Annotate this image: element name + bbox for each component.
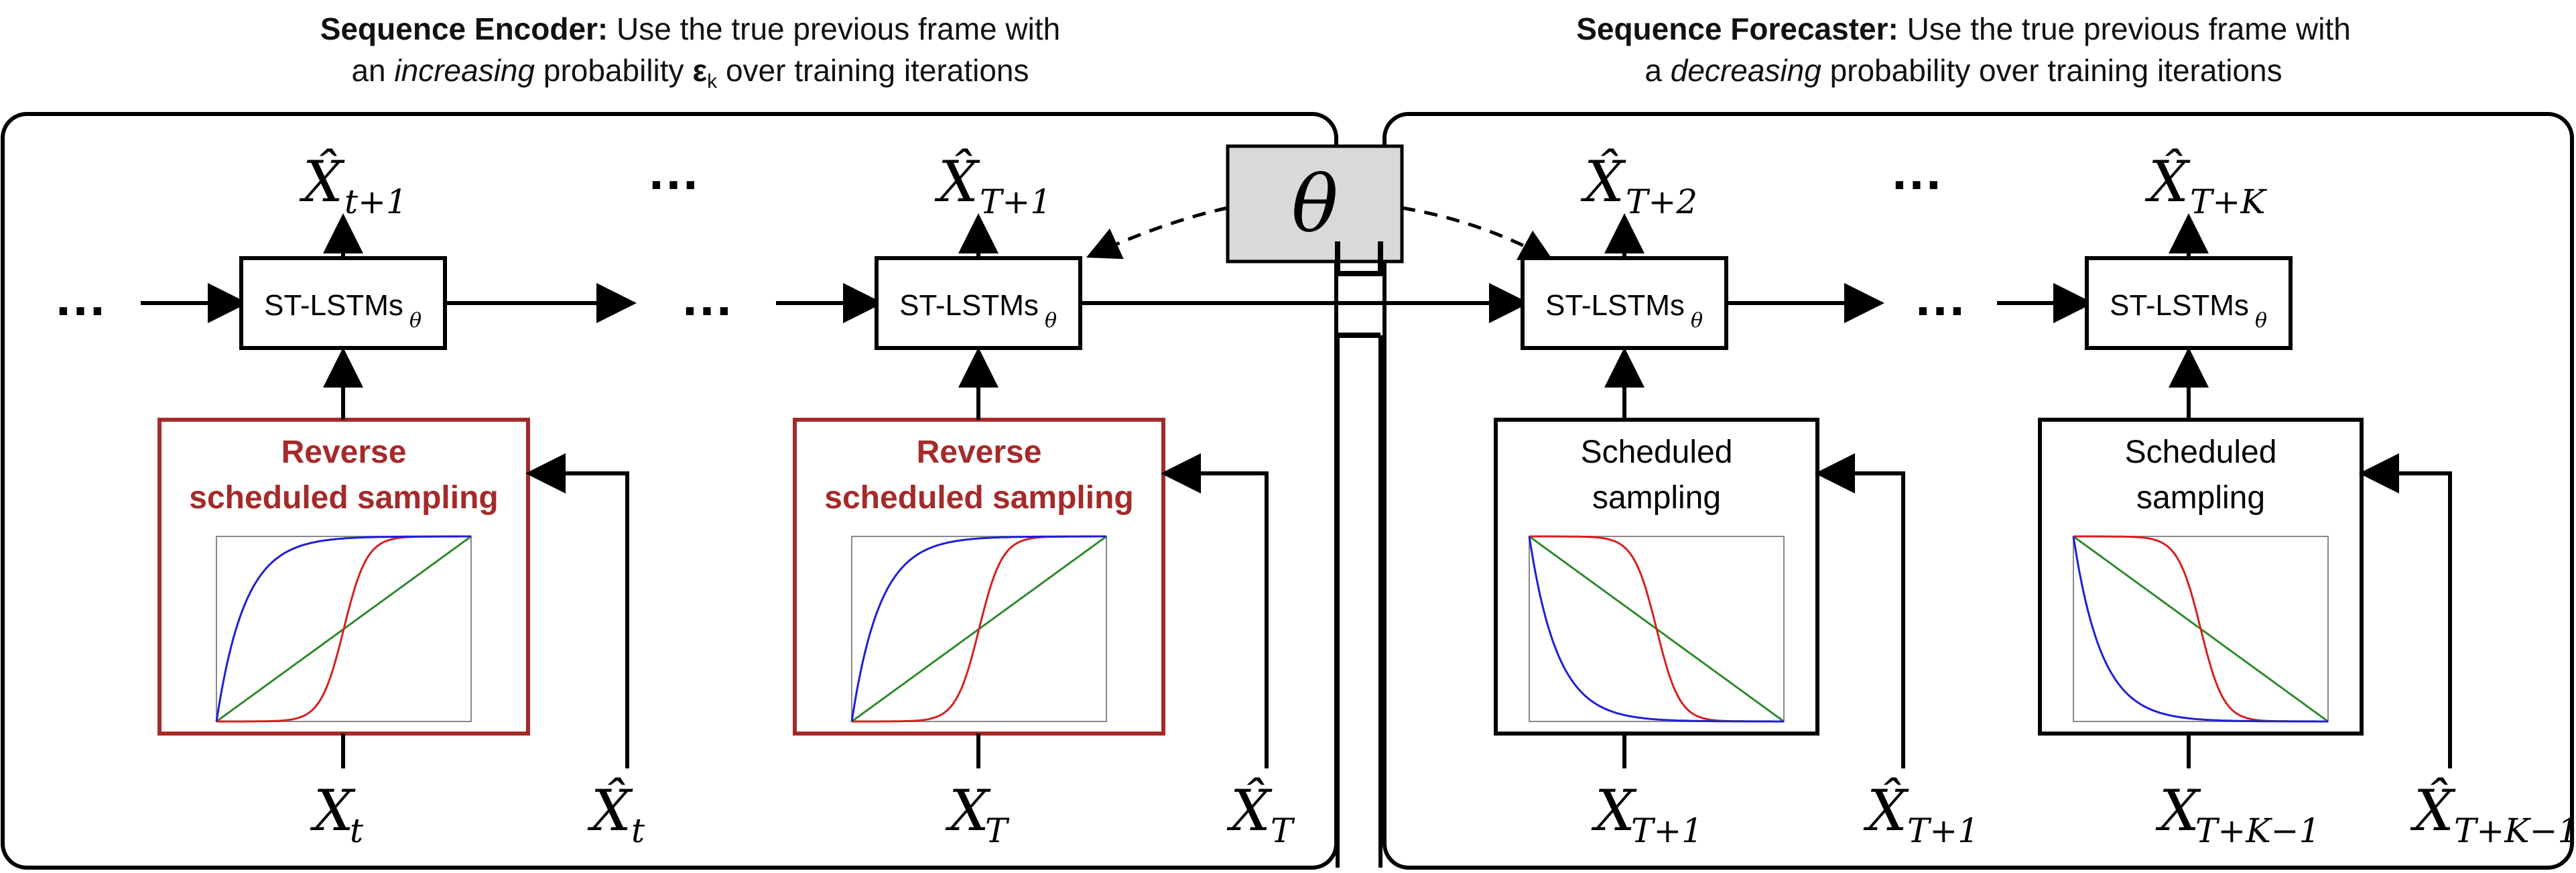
st-lstm-label: ST-LSTMs [899, 289, 1039, 322]
true-frame-subscript: T [985, 811, 1010, 850]
output-prediction-subscript: T+K [2190, 182, 2267, 221]
predicted-frame-subscript: T+K−1 [2454, 811, 2576, 850]
ellipsis-top-right: … [1890, 141, 1943, 200]
true-frame-subscript: T+K−1 [2195, 811, 2320, 850]
sampling-label-line1: Reverse [917, 434, 1042, 470]
encoder-caption-line2-post: over training iterations [717, 53, 1029, 88]
st-lstm-subscript: θ [2255, 309, 2267, 333]
predicted-frame-label: X̂ [1226, 778, 1273, 843]
exponential-curve [850, 535, 1106, 722]
theta-label: θ [1291, 160, 1338, 250]
predicted-frame-label: X̂ [587, 778, 633, 843]
forecaster-caption-line2-post: probability over training iterations [1821, 53, 2282, 88]
exponential-curve [215, 535, 471, 722]
encoder-caption: Sequence Encoder: Use the true previous … [121, 8, 1260, 103]
sampling-label-line1: Reverse [281, 434, 407, 470]
predicted-frame-input-arrow [2359, 453, 2452, 768]
true-frame-subscript: T+1 [1631, 811, 1703, 850]
sampling-label-line2: scheduled sampling [824, 480, 1133, 516]
sampling-label-line2: sampling [1592, 480, 1721, 516]
ellipsis-left: … [54, 267, 107, 327]
true-frame-label: X [945, 778, 991, 843]
st-lstm-cell [1521, 256, 1728, 350]
st-lstm-subscript: θ [1045, 309, 1057, 333]
predicted-frame-subscript: T+1 [1907, 811, 1979, 850]
sampling-label-line2: scheduled sampling [189, 480, 498, 516]
encoder-caption-line1: Use the true previous frame with [608, 11, 1061, 46]
forecaster-caption-line1: Use the true previous frame with [1898, 11, 2351, 46]
true-frame-subscript: t [350, 811, 364, 850]
theta-share-arrow-right [1401, 206, 1554, 261]
output-prediction-subscript: T+1 [980, 182, 1051, 221]
exponential-curve [1528, 536, 1784, 723]
theta-box [1226, 144, 1404, 264]
predicted-frame-input-arrow [1161, 453, 1269, 768]
output-prediction-subscript: t+1 [344, 182, 407, 221]
predicted-frame-input-arrow [525, 453, 629, 768]
forecaster-panel [1382, 112, 2574, 870]
st-lstm-label: ST-LSTMs [2110, 289, 2249, 322]
sampling-label-line1: Scheduled [1581, 434, 1733, 470]
forecaster-caption-line2-pre: a [1645, 53, 1671, 88]
true-frame-label: X [1591, 778, 1637, 843]
encoder-caption-line2-mid: probability [535, 53, 693, 88]
predicted-frame-input-arrow [1815, 453, 1905, 768]
output-prediction-label: X̂ [1580, 149, 1626, 215]
st-lstm-label: ST-LSTMs [264, 289, 403, 322]
encoder-caption-line2-pre: an [351, 53, 395, 88]
st-lstm-subscript: θ [1691, 309, 1703, 333]
encoder-caption-emphasis: increasing [394, 53, 535, 88]
ellipsis-middle-right: … [1913, 267, 1967, 327]
epsilon-subscript: k [707, 70, 718, 93]
st-lstm-label: ST-LSTMs [1545, 289, 1685, 322]
forecaster-caption: Sequence Forecaster: Use the true previo… [1394, 8, 2533, 91]
predicted-frame-label: X̂ [1863, 778, 1909, 843]
predicted-frame-subscript: t [631, 811, 645, 850]
output-prediction-subscript: T+2 [1626, 182, 1697, 221]
output-prediction-label: X̂ [2144, 149, 2191, 215]
output-prediction-label: X̂ [934, 149, 980, 215]
true-frame-label: X [2155, 778, 2201, 843]
ellipsis-top-left: … [647, 141, 700, 200]
encoder-caption-title: Sequence Encoder: [320, 11, 608, 46]
ellipsis-middle-left: … [680, 267, 734, 327]
st-lstm-subscript: θ [409, 309, 422, 333]
forecaster-caption-emphasis: decreasing [1670, 53, 1821, 88]
true-frame-label: X [310, 778, 356, 843]
predicted-frame-label: X̂ [2410, 778, 2456, 843]
theta-share-arrow-left [1086, 206, 1228, 259]
output-prediction-label: X̂ [299, 149, 345, 215]
st-lstm-cell [2085, 256, 2293, 350]
forecaster-caption-title: Sequence Forecaster: [1576, 11, 1898, 46]
exponential-curve [2072, 536, 2328, 723]
epsilon-symbol: ε [692, 53, 708, 88]
sampling-label-line1: Scheduled [2125, 434, 2277, 470]
sampling-label-line2: sampling [2136, 480, 2265, 516]
divider-upper [1335, 241, 1383, 276]
predicted-frame-subscript: T [1271, 811, 1295, 850]
